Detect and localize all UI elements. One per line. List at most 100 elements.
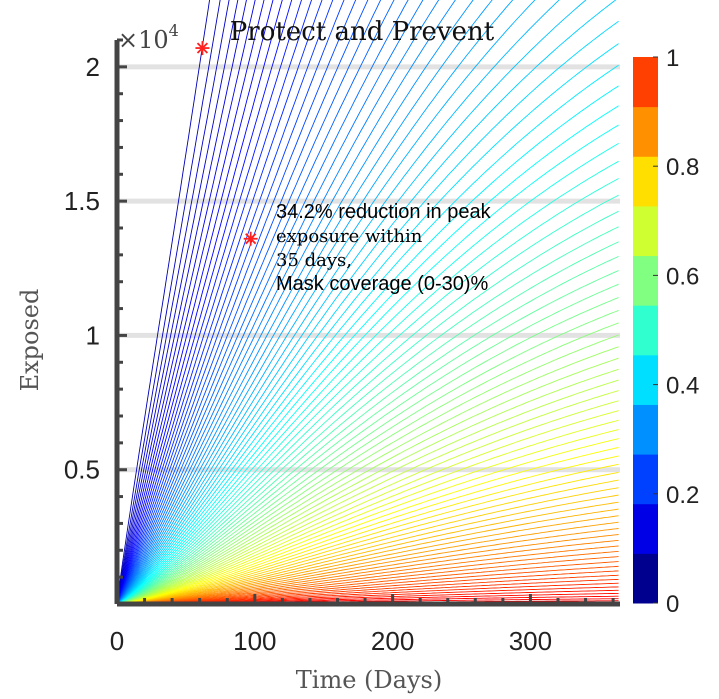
colorbar-band-6 <box>633 255 658 306</box>
curve-27 <box>116 0 560 605</box>
curve-32 <box>116 64 619 605</box>
curve-10 <box>116 0 302 605</box>
y-tick-label: 1.5 <box>64 186 100 216</box>
annotation-line-1: 34.2% reduction in peak <box>276 201 492 223</box>
curve-74 <box>117 545 619 605</box>
y-tick-label: 2 <box>86 52 100 82</box>
curve-54 <box>116 390 619 605</box>
annotation-line-2: exposure within <box>276 226 423 247</box>
curve-12 <box>116 0 323 605</box>
curve-45 <box>116 283 619 605</box>
curve-25 <box>116 0 514 605</box>
curve-7 <box>116 0 274 605</box>
annotation-line-3: 35 days, <box>276 250 352 271</box>
curve-68 <box>116 508 619 605</box>
curve-75 <box>117 550 619 605</box>
colorbar-band-3 <box>633 404 658 455</box>
curve-40 <box>116 210 619 605</box>
marker-star-0 <box>195 41 210 56</box>
curve-17 <box>116 0 382 605</box>
chart-title: Protect and Prevent <box>230 17 495 47</box>
curve-26 <box>116 0 536 605</box>
curve-55 <box>116 400 619 605</box>
curve-57 <box>116 419 619 605</box>
y-exponent-power: 4 <box>169 21 179 40</box>
curve-34 <box>116 105 619 605</box>
curve-18 <box>116 0 395 605</box>
curve-47 <box>116 309 619 605</box>
curve-49 <box>116 334 619 605</box>
curve-60 <box>116 446 619 605</box>
curve-61 <box>116 455 619 605</box>
annotation: 34.2% reduction in peak exposure within … <box>276 201 492 295</box>
annotation-line-4: Mask coverage (0-30)% <box>276 273 489 295</box>
curve-63 <box>116 471 619 605</box>
colorbar-band-0 <box>633 553 658 604</box>
colorbar-band-1 <box>633 503 658 554</box>
curve-3 <box>116 0 239 605</box>
curve-44 <box>116 270 619 605</box>
curve-22 <box>116 0 456 605</box>
x-tick-label: 200 <box>371 626 414 656</box>
colorbar-band-8 <box>633 156 658 207</box>
curve-53 <box>116 379 619 605</box>
curve-67 <box>116 501 619 605</box>
grid-lines <box>117 64 620 473</box>
x-tick-label: 0 <box>110 626 124 656</box>
curve-20 <box>116 0 424 605</box>
y-exponent-base: ×10 <box>118 26 169 54</box>
colorbar-band-2 <box>633 454 658 505</box>
curve-39 <box>116 194 619 605</box>
colorbar: 0 0.2 0.4 0.6 0.8 1 <box>633 45 699 618</box>
colorbar-tick-label: 0.6 <box>666 263 699 290</box>
curve-51 <box>116 357 619 605</box>
curve-50 <box>116 346 619 605</box>
curve-11 <box>116 0 313 605</box>
curve-0 <box>116 0 211 605</box>
curves <box>116 0 619 605</box>
curve-65 <box>116 487 619 605</box>
curve-15 <box>116 0 357 605</box>
markers <box>195 41 258 246</box>
colorbar-tick-label: 0.2 <box>666 482 699 509</box>
x-axis-label: Time (Days) <box>296 666 442 694</box>
colorbar-band-5 <box>633 305 658 356</box>
curve-56 <box>116 410 619 605</box>
axes: 0 100 200 300 0.5 1 1.5 2 <box>64 38 620 656</box>
y-exponent: ×104 <box>118 21 179 54</box>
curve-37 <box>116 160 619 605</box>
curve-66 <box>116 494 619 605</box>
curve-14 <box>116 0 345 605</box>
curve-72 <box>116 534 619 605</box>
marker-star-1 <box>243 231 258 246</box>
curve-48 <box>116 322 619 605</box>
curve-5 <box>116 0 256 605</box>
curve-62 <box>116 463 619 605</box>
curve-52 <box>116 368 619 605</box>
curve-33 <box>116 85 619 605</box>
curve-64 <box>116 479 619 605</box>
y-tick-label: 0.5 <box>64 455 100 485</box>
x-tick-label: 300 <box>509 626 552 656</box>
curve-16 <box>116 0 369 605</box>
y-axis-label: Exposed <box>16 289 44 392</box>
y-tick-label: 1 <box>86 320 100 350</box>
curve-8 <box>116 0 283 605</box>
curve-23 <box>116 0 474 605</box>
colorbar-tick-label: 0.8 <box>666 154 699 181</box>
curve-35 <box>116 124 619 605</box>
curve-70 <box>116 521 619 605</box>
curve-58 <box>116 429 619 605</box>
curve-24 <box>116 0 493 605</box>
curve-30 <box>116 20 619 605</box>
curve-71 <box>116 528 619 605</box>
curve-41 <box>116 226 619 605</box>
curve-6 <box>116 0 265 605</box>
curve-31 <box>116 43 619 605</box>
curve-36 <box>116 143 619 605</box>
curve-73 <box>117 539 619 605</box>
colorbar-tick-label: 1 <box>666 45 679 72</box>
x-tick-label: 100 <box>233 626 276 656</box>
colorbar-band-7 <box>633 205 658 257</box>
curve-28 <box>116 0 587 605</box>
